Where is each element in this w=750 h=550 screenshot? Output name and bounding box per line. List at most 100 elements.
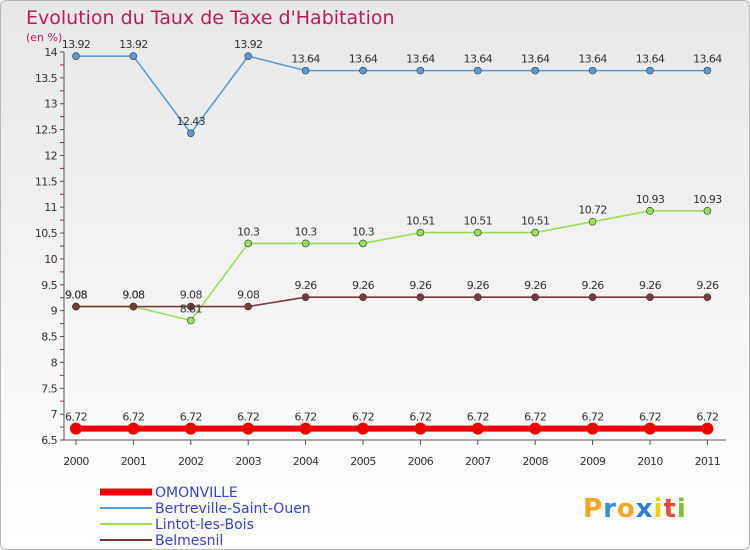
data-point xyxy=(473,293,482,302)
data-point xyxy=(72,52,80,60)
data-label: 6.72 xyxy=(122,411,144,424)
data-point xyxy=(414,422,427,435)
data-point xyxy=(646,293,654,302)
data-point xyxy=(703,66,712,75)
data-label: 9.26 xyxy=(295,279,318,292)
data-point xyxy=(129,302,138,311)
y-tick-label: 11 xyxy=(44,201,57,214)
legend: OMONVILLEBertreville-Saint-OuenLintot-le… xyxy=(100,485,311,549)
data-point xyxy=(301,66,310,75)
y-tick-label: 10 xyxy=(44,253,57,266)
data-point xyxy=(471,422,484,435)
series-layer xyxy=(70,52,714,435)
x-tick-label: 2006 xyxy=(408,455,434,468)
data-point xyxy=(701,422,714,435)
data-label: 9.26 xyxy=(696,279,719,292)
data-point xyxy=(359,66,367,75)
data-label: 9.08 xyxy=(65,289,88,302)
data-label: 6.72 xyxy=(180,411,202,424)
data-point xyxy=(473,228,482,237)
data-label: 10.51 xyxy=(464,215,493,228)
y-tick-label: 7 xyxy=(51,408,58,421)
data-label: 6.72 xyxy=(65,411,87,424)
data-point xyxy=(301,239,310,248)
x-tick-label: 2004 xyxy=(293,455,319,468)
y-tick-label: 9 xyxy=(51,305,58,318)
data-point xyxy=(72,302,80,311)
data-label: 13.64 xyxy=(521,53,550,66)
data-point xyxy=(588,217,597,226)
data-label: 9.08 xyxy=(237,289,260,302)
data-label: 6.72 xyxy=(295,411,317,424)
x-tick-label: 2002 xyxy=(178,455,204,468)
data-label: 13.64 xyxy=(636,53,665,66)
data-label: 13.92 xyxy=(119,38,148,51)
data-label: 6.72 xyxy=(237,411,259,424)
data-label: 10.72 xyxy=(578,204,607,217)
data-label: 13.64 xyxy=(406,53,435,66)
data-point xyxy=(646,207,654,215)
legend-label: OMONVILLE xyxy=(155,485,238,501)
data-point xyxy=(129,52,138,60)
proxiti-logo: Proxiti xyxy=(583,494,687,524)
data-point xyxy=(244,52,252,60)
x-tick-label: 2010 xyxy=(637,455,663,468)
y-tick-label: 7.5 xyxy=(41,382,57,395)
data-label: 9.26 xyxy=(467,279,490,292)
data-label: 13.64 xyxy=(464,53,493,66)
data-label: 13.64 xyxy=(349,53,378,66)
x-tick-label: 2009 xyxy=(580,455,606,468)
data-label: 9.08 xyxy=(180,289,203,302)
data-label: 10.3 xyxy=(237,225,260,238)
chart-title: Evolution du Taux de Taxe d'Habitation xyxy=(26,7,395,29)
data-point xyxy=(244,239,252,248)
x-tick-label: 2001 xyxy=(121,455,147,468)
data-point xyxy=(242,422,255,435)
data-point xyxy=(70,422,82,435)
y-tick-label: 14 xyxy=(44,46,57,59)
data-point xyxy=(416,228,425,237)
data-label: 6.72 xyxy=(467,411,489,424)
data-labels: 6.72 6.72 6.72 6.72 6.72 6.72 6.72 6.72 6.72 6.72… xyxy=(62,38,723,424)
data-point xyxy=(416,293,425,302)
series-line-3 xyxy=(76,296,708,308)
data-point xyxy=(359,239,367,248)
x-tick-label: 2007 xyxy=(465,455,491,468)
data-label: 9.26 xyxy=(524,279,547,292)
data-point xyxy=(357,422,369,435)
data-label: 10.51 xyxy=(406,215,435,228)
logo-text: Proxiti xyxy=(583,494,687,524)
data-point xyxy=(187,302,195,311)
y-tick-label: 6.5 xyxy=(41,434,57,447)
data-label: 6.72 xyxy=(582,411,604,424)
data-label: 12.43 xyxy=(177,115,206,128)
legend-label: Lintot-les-Bois xyxy=(155,517,254,533)
x-tick-label: 2000 xyxy=(63,455,89,468)
data-point xyxy=(646,66,654,75)
data-label: 13.92 xyxy=(62,38,91,51)
data-label: 9.26 xyxy=(352,279,375,292)
data-label: 8.81 xyxy=(180,302,202,315)
y-tick-label: 8 xyxy=(51,356,58,369)
data-label: 6.72 xyxy=(409,411,431,424)
data-label: 13.92 xyxy=(234,38,263,51)
data-label: 6.72 xyxy=(639,411,661,424)
data-point xyxy=(187,316,195,325)
data-point xyxy=(301,293,310,302)
data-label: 13.64 xyxy=(578,53,607,66)
data-label: 10.3 xyxy=(295,225,318,238)
data-label: 10.93 xyxy=(693,193,722,206)
data-point xyxy=(588,66,597,75)
data-point xyxy=(531,293,540,302)
data-label: 13.64 xyxy=(693,53,722,66)
data-label: 6.72 xyxy=(696,411,718,424)
data-label: 10.51 xyxy=(521,215,550,228)
series-line-2 xyxy=(76,210,708,322)
x-tick-label: 2008 xyxy=(522,455,548,468)
data-label: 9.26 xyxy=(582,279,605,292)
x-tick-label: 2003 xyxy=(235,455,261,468)
data-label: 9.26 xyxy=(639,279,662,292)
legend-label: Bertreville-Saint-Ouen xyxy=(155,501,311,517)
series-line-1 xyxy=(76,55,708,135)
data-point xyxy=(703,207,712,215)
